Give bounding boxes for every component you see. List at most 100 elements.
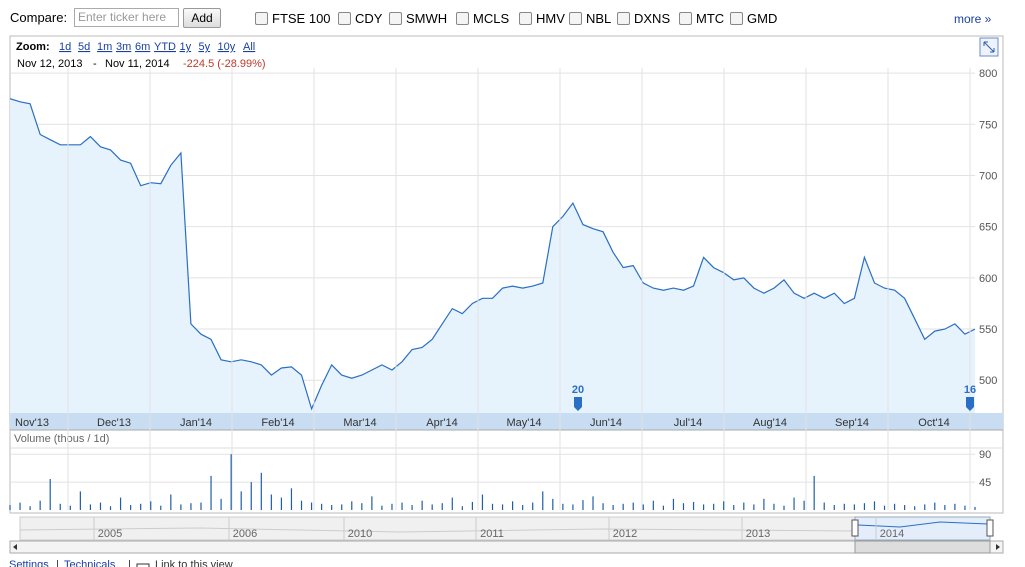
nav-handle-right[interactable] [986, 519, 994, 537]
zoom-option[interactable]: YTD [154, 41, 176, 53]
ticker-option[interactable]: MTC [679, 11, 724, 26]
volume-bar [853, 504, 855, 510]
volume-bar [964, 505, 966, 510]
y-tick-label: 700 [979, 170, 997, 182]
zoom-option[interactable]: 10y [218, 41, 236, 53]
volume-bar [612, 505, 614, 510]
volume-bar [481, 494, 484, 510]
volume-bar [99, 502, 102, 510]
more-link[interactable]: more » [954, 12, 992, 26]
compare-label: Compare: [10, 10, 68, 25]
ticker-input[interactable]: Enter ticker here [74, 8, 179, 27]
ticker-option[interactable]: GMD [730, 11, 777, 26]
scroll-thumb[interactable] [854, 540, 991, 554]
volume-bar [512, 501, 514, 510]
add-button[interactable]: Add [183, 8, 221, 28]
volume-bar [130, 505, 132, 510]
checkbox[interactable] [569, 12, 582, 25]
checkbox[interactable] [730, 12, 743, 25]
volume-bar [441, 503, 443, 510]
volume-bar [431, 504, 433, 510]
year-label: 2012 [613, 528, 637, 540]
checkbox[interactable] [519, 12, 532, 25]
zoom-option[interactable]: 5y [199, 41, 211, 53]
ticker-option[interactable]: NBL [569, 11, 611, 26]
volume-bar [230, 454, 232, 510]
volume-bar [220, 498, 222, 510]
ticker-option[interactable]: CDY [338, 11, 382, 26]
volume-bar [934, 502, 936, 510]
checkbox[interactable] [338, 12, 351, 25]
volume-bar [582, 500, 584, 510]
zoom-option[interactable]: 5d [78, 41, 90, 53]
checkbox[interactable] [389, 12, 402, 25]
year-label: 2006 [233, 528, 257, 540]
volume-bar [461, 506, 463, 510]
checkbox[interactable] [679, 12, 692, 25]
zoom-option[interactable]: 6m [135, 41, 150, 53]
volume-bar [592, 496, 594, 510]
zoom-option[interactable]: 3m [116, 41, 131, 53]
y-tick-label: 550 [979, 324, 997, 336]
fullscreen-icon [983, 41, 995, 53]
volume-bar [331, 505, 333, 510]
volume-bar [833, 505, 835, 510]
volume-bar [180, 504, 182, 510]
ticker-option[interactable]: MCLS [456, 11, 509, 26]
checkbox[interactable] [617, 12, 630, 25]
zoom-label: Zoom: [16, 41, 50, 53]
volume-bar [974, 506, 976, 510]
checkbox[interactable] [255, 12, 268, 25]
checkbox[interactable] [456, 12, 469, 25]
ticker-option[interactable]: DXNS [617, 11, 670, 26]
flag[interactable] [966, 397, 974, 411]
volume-bar [743, 502, 745, 510]
footer-link[interactable]: Settings [9, 559, 49, 567]
footer-link[interactable]: Link to this view [155, 559, 233, 567]
volume-bar [753, 504, 755, 510]
zoom-option[interactable]: 1y [180, 41, 192, 53]
ticker-option[interactable]: FTSE 100 [255, 11, 331, 26]
year-label: 2011 [480, 528, 504, 540]
zoom-option[interactable]: All [243, 41, 255, 53]
volume-bar [451, 497, 453, 510]
volume-bar [69, 505, 71, 510]
volume-bar [29, 506, 31, 510]
volume-bar [240, 491, 242, 510]
ticker-name: SMWH [406, 11, 448, 26]
volume-bar [733, 505, 735, 510]
x-tick-label: Jan'14 [180, 417, 212, 429]
volume-bar [813, 475, 815, 510]
zoom-option[interactable]: 1d [59, 41, 71, 53]
x-tick-label: Nov'13 [15, 417, 49, 429]
x-tick-label: May'14 [506, 417, 541, 429]
x-tick-label: Oct'14 [918, 417, 949, 429]
scrollbar[interactable] [9, 540, 1004, 554]
y-tick-label: 800 [979, 68, 997, 80]
y-tick-label: 750 [979, 119, 997, 131]
year-label: 2010 [348, 528, 372, 540]
y-tick-label: 500 [979, 375, 997, 387]
range-start: Nov 12, 2013 [17, 58, 82, 70]
volume-bar [411, 505, 413, 510]
volume-bar [190, 503, 192, 510]
volume-bar [572, 504, 574, 510]
y-tick-label: 600 [979, 273, 997, 285]
ticker-option[interactable]: HMV [519, 11, 565, 26]
ticker-option[interactable]: SMWH [389, 11, 447, 26]
volume-bar [723, 501, 725, 510]
flag[interactable] [574, 397, 582, 411]
navigator-selection[interactable] [854, 516, 991, 541]
x-tick-label: Feb'14 [261, 417, 294, 429]
volume-bar [904, 505, 906, 510]
zoom-option[interactable]: 1m [97, 41, 112, 53]
volume-bar [642, 504, 644, 510]
nav-handle-left[interactable] [851, 519, 859, 537]
plot: 500 550 600 650 700 750 800 [10, 68, 997, 413]
volume-bar [532, 502, 534, 510]
volume-bar [562, 503, 564, 510]
range-end: Nov 11, 2014 [105, 58, 170, 70]
footer-link[interactable]: Technicals [64, 559, 116, 567]
volume-bar [200, 502, 202, 510]
volume-bar [522, 505, 524, 510]
